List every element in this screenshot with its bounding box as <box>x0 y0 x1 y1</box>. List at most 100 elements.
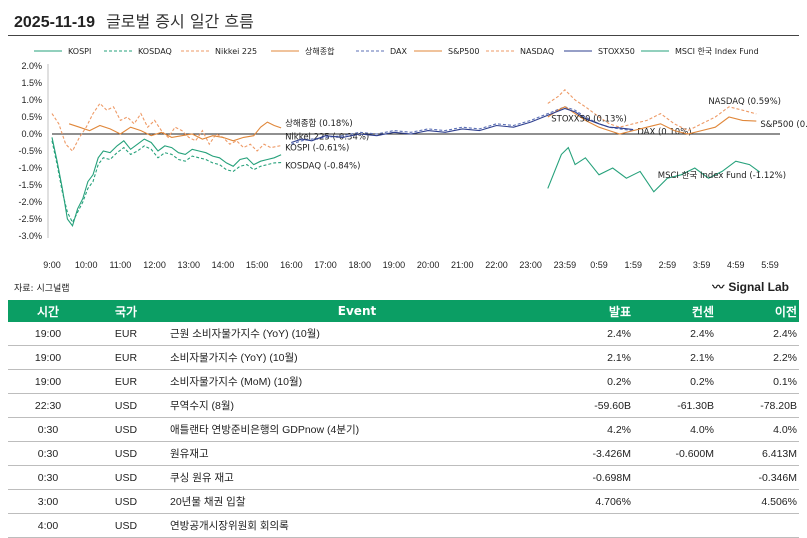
cell-consensus: 2.4% <box>633 322 716 346</box>
cell-previous: -0.346M <box>716 465 799 490</box>
economic-calendar-table: 시간 국가 Event 발표 컨센 이전 19:00 EUR 근원 소비자물가지수 … <box>8 300 799 538</box>
y-tick-label: -1.5% <box>18 180 42 190</box>
page-title: 2025-11-19 글로벌 증시 일간 흐름 <box>14 8 254 32</box>
x-tick-label: 13:00 <box>177 260 200 270</box>
x-tick-label: 12:00 <box>143 260 166 270</box>
cell-actual: -3.426M <box>550 441 633 466</box>
x-tick-label: 21:00 <box>451 260 474 270</box>
x-tick-label: 20:00 <box>417 260 440 270</box>
x-tick-label: 18:00 <box>348 260 371 270</box>
table-row: 0:30 USD 애틀랜타 연방준비은행의 GDPnow (4분기) 4.2% 4.0%… <box>8 417 799 442</box>
table-row: 19:00 EUR 소비자물가지수 (YoY) (10월) 2.1% 2.1% 2.2% <box>8 345 799 370</box>
cell-consensus <box>633 465 716 490</box>
x-tick-label: 11:00 <box>109 260 131 270</box>
y-tick-label: -0.5% <box>18 146 42 156</box>
header-previous: 이전 <box>716 300 799 322</box>
header-consensus: 컨센 <box>633 300 716 322</box>
x-tick-label: 9:00 <box>43 260 61 270</box>
cell-time: 19:00 <box>8 369 88 394</box>
cell-country: USD <box>88 441 164 466</box>
series-line <box>51 140 282 224</box>
cell-actual: 4.706% <box>550 489 633 514</box>
cell-previous: 2.4% <box>716 322 799 346</box>
cell-country: EUR <box>88 345 164 370</box>
series-end-label: STOXX50 (0.13%) <box>551 115 627 125</box>
cell-previous <box>716 513 799 538</box>
cell-event: 무역수지 (8월) <box>164 393 550 418</box>
x-tick-label: 1:59 <box>624 260 642 270</box>
x-tick-label: 23:00 <box>519 260 542 270</box>
legend-label: DAX <box>390 47 407 56</box>
legend-label: NASDAQ <box>520 47 554 56</box>
table-row: 3:00 USD 20년물 채권 입찰 4.706% 4.506% <box>8 489 799 514</box>
cell-time: 0:30 <box>8 417 88 442</box>
cell-actual <box>550 513 633 538</box>
cell-country: USD <box>88 489 164 514</box>
source-note: 자료: 시그널랩 <box>14 284 70 294</box>
cell-country: USD <box>88 513 164 538</box>
cell-actual: -0.698M <box>550 465 633 490</box>
series-end-label: KOSPI (-0.61%) <box>285 144 349 154</box>
cell-event: 쿠싱 원유 재고 <box>164 465 550 490</box>
cell-event: 근원 소비자물가지수 (YoY) (10월) <box>164 322 550 346</box>
cell-consensus: -0.600M <box>633 441 716 466</box>
y-tick-label: 1.0% <box>21 95 42 105</box>
series-end-label: DAX (0.10%) <box>637 128 691 138</box>
cell-previous: 2.2% <box>716 345 799 370</box>
legend-label: STOXX50 <box>598 47 635 56</box>
title-date: 2025-11-19 <box>14 14 95 31</box>
table-row: 19:00 EUR 소비자물가지수 (MoM) (10월) 0.2% 0.2% 0.1% <box>8 369 799 394</box>
line-chart: 2.0% 1.5% 1.0% 0.5% 0.0% -0.5% -1.0% -1.5% -2.0%… <box>18 46 807 270</box>
cell-consensus <box>633 513 716 538</box>
brand-name: Signal Lab <box>728 280 789 294</box>
cell-actual: -59.60B <box>550 393 633 418</box>
x-tick-label: 5:59 <box>761 260 779 270</box>
cell-event: 원유재고 <box>164 441 550 466</box>
cell-actual: 4.2% <box>550 417 633 442</box>
series-end-label: S&P500 (0.38%) <box>760 120 807 130</box>
cell-event: 애틀랜타 연방준비은행의 GDPnow (4분기) <box>164 417 550 442</box>
y-tick-label: 1.5% <box>21 78 42 88</box>
x-tick-label: 4:59 <box>727 260 745 270</box>
cell-time: 22:30 <box>8 393 88 418</box>
title-text: 글로벌 증시 일간 흐름 <box>106 12 254 31</box>
x-tick-label: 17:00 <box>314 260 337 270</box>
cell-actual: 0.2% <box>550 369 633 394</box>
cell-time: 3:00 <box>8 489 88 514</box>
cell-previous: 4.506% <box>716 489 799 514</box>
y-tick-label: 0.5% <box>21 112 42 122</box>
x-tick-label: 23:59 <box>554 260 577 270</box>
header-actual: 발표 <box>550 300 633 322</box>
table-row: 0:30 USD 쿠싱 원유 재고 -0.698M -0.346M <box>8 465 799 490</box>
x-tick-label: 19:00 <box>383 260 406 270</box>
x-tick-label: 16:00 <box>280 260 303 270</box>
legend-label: MSCI 한국 Index Fund <box>675 47 759 56</box>
cell-consensus: 4.0% <box>633 417 716 442</box>
cell-actual: 2.1% <box>550 345 633 370</box>
cell-consensus: 0.2% <box>633 369 716 394</box>
table-row: 22:30 USD 무역수지 (8월) -59.60B -61.30B -78.20B <box>8 393 799 418</box>
x-tick-label: 0:59 <box>590 260 608 270</box>
series-end-label: KOSDAQ (-0.84%) <box>285 162 360 172</box>
series-end-label: 상해종합 (0.18%) <box>285 118 353 129</box>
cell-event: 연방공개시장위원회 회의록 <box>164 513 550 538</box>
y-tick-label: -3.0% <box>18 231 42 241</box>
y-tick-label: -2.5% <box>18 214 42 224</box>
x-tick-label: 22:00 <box>485 260 508 270</box>
cell-consensus <box>633 489 716 514</box>
legend-label: KOSPI <box>68 47 91 56</box>
table-row: 19:00 EUR 근원 소비자물가지수 (YoY) (10월) 2.4% 2.4% 2.… <box>8 322 799 346</box>
cell-previous: 4.0% <box>716 417 799 442</box>
table-row: 0:30 USD 원유재고 -3.426M -0.600M 6.413M <box>8 441 799 466</box>
cell-country: EUR <box>88 322 164 346</box>
series-line <box>291 107 634 144</box>
series-line <box>291 106 634 145</box>
legend-label: Nikkei 225 <box>215 47 257 56</box>
cell-previous: -78.20B <box>716 393 799 418</box>
brand: 〰 Signal Lab <box>712 278 789 295</box>
cell-consensus: -61.30B <box>633 393 716 418</box>
cell-time: 19:00 <box>8 345 88 370</box>
title-divider <box>8 35 799 36</box>
table-header-row: 시간 국가 Event 발표 컨센 이전 <box>8 300 799 322</box>
cell-country: USD <box>88 393 164 418</box>
